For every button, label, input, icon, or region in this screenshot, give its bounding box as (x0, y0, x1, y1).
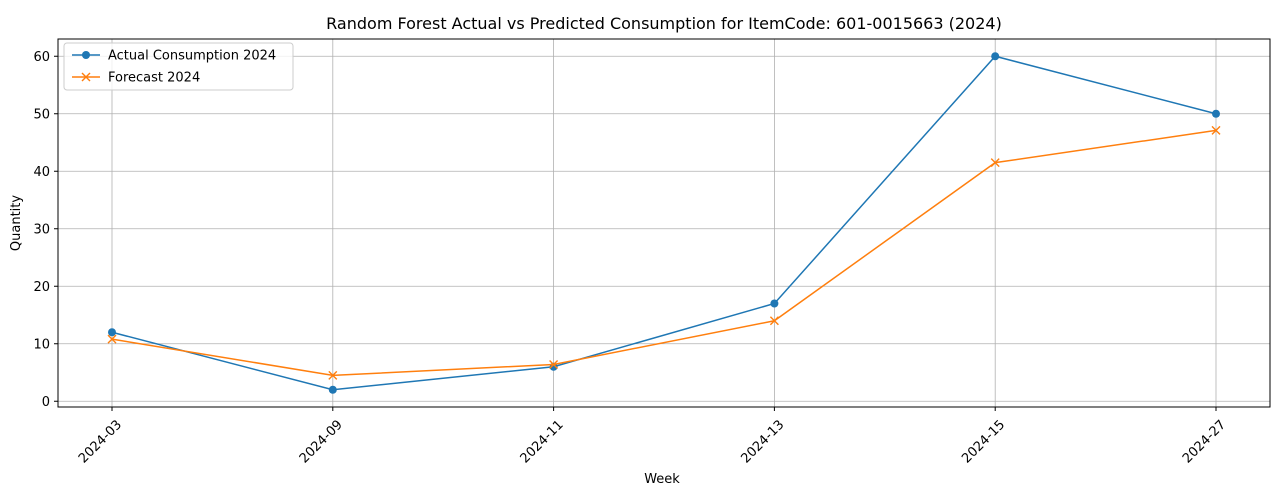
legend-label: Actual Consumption 2024 (108, 49, 276, 64)
y-tick-label: 0 (42, 395, 50, 410)
data-point (328, 385, 337, 394)
y-tick-label: 50 (33, 107, 50, 122)
legend-box (63, 42, 294, 91)
data-point-stroke (1211, 125, 1221, 135)
data-point-stroke (107, 334, 117, 344)
axis-ticks: 2024-03 2024-09 2024-11 2024-13 2024-15 2024-… (33, 50, 1229, 467)
x-tick-label: 2024-13 (738, 417, 787, 466)
x-tick-label: 2024-27 (1180, 417, 1229, 466)
y-tick-label: 30 (33, 222, 50, 237)
series-line (111, 129, 1217, 377)
x-tick-label: 2024-09 (297, 417, 346, 466)
x-axis-label: Week (644, 472, 680, 487)
legend-item: Actual Consumption 2024 (72, 49, 276, 64)
y-tick-label: 10 (33, 337, 50, 352)
data-point (991, 52, 1000, 61)
data-point (769, 316, 779, 326)
data-point (1212, 109, 1220, 118)
legend-marker (82, 51, 90, 59)
chart-title: Random Forest Actual vs Predicted Consum… (326, 14, 1002, 33)
gridlines (58, 39, 1270, 407)
x-tick-label: 2024-11 (518, 417, 567, 466)
y-tick-label: 20 (33, 280, 50, 295)
data-point (990, 158, 1000, 168)
data-point (1211, 125, 1221, 135)
data-point (328, 370, 338, 380)
legend: Actual Consumption 2024 Forecast 2024 (63, 42, 294, 91)
series-line (111, 55, 1217, 391)
legend-label: Forecast 2024 (108, 71, 200, 86)
series-lines (107, 52, 1221, 394)
x-tick-label: 2024-15 (959, 417, 1008, 466)
data-point (770, 299, 779, 308)
plot-frame (57, 38, 1271, 408)
data-point-stroke (990, 158, 1000, 168)
y-tick-label: 60 (33, 50, 50, 65)
data-point-stroke (328, 370, 338, 380)
data-point-stroke (769, 316, 779, 326)
x-tick-label: 2024-03 (76, 417, 125, 466)
y-tick-label: 40 (33, 165, 50, 180)
y-axis-label: Quantity (9, 195, 24, 251)
legend-item: Forecast 2024 (72, 71, 200, 86)
legend-marker (81, 72, 91, 82)
data-point-stroke (549, 359, 559, 369)
data-point (549, 359, 559, 369)
data-point (108, 328, 116, 337)
data-point (107, 334, 117, 344)
